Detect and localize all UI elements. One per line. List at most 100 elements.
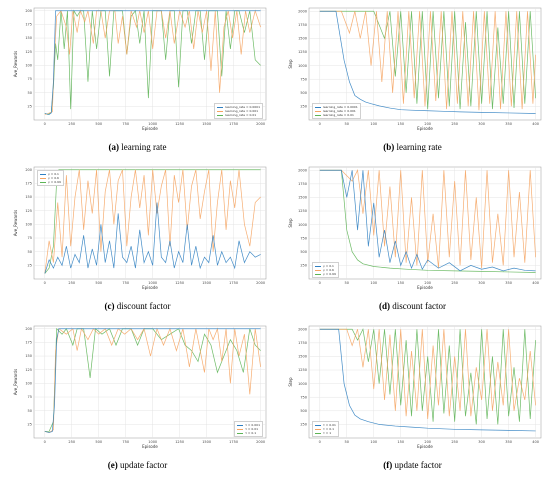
panel-d: 250 500 750 1000 1250 1500 1750 2000 0 50 100 150 20… (275, 159, 550, 318)
series-line-1 (319, 328, 536, 432)
figure-caption: (f) update factor (275, 460, 550, 470)
y-tick-label: 200 (25, 327, 32, 331)
y-tick-label: 50 (28, 409, 32, 413)
x-tick-label: 1500 (202, 281, 211, 285)
y-tick-label: 1750 (298, 341, 307, 345)
y-tick-label: 1500 (298, 196, 307, 200)
x-axis-label: Episode (142, 126, 158, 131)
series-line-3 (319, 10, 536, 110)
x-tick-label: 1000 (148, 281, 157, 285)
y-tick-label: 25 (28, 423, 32, 427)
legend-swatch (237, 428, 244, 430)
y-tick-label: 500 (300, 409, 307, 413)
y-tick-label: 2000 (298, 327, 307, 331)
legend-entry: τ = 0.001 (237, 423, 260, 427)
x-tick-label: 1250 (175, 440, 184, 444)
series-line-1 (319, 169, 536, 272)
y-tick-label: 150 (25, 354, 32, 358)
y-tick-label: 25 (28, 105, 32, 109)
y-tick-label: 125 (25, 209, 32, 213)
legend-entry: learning_rate = 0.0001 (217, 105, 260, 109)
figure-caption: (d) discount factor (275, 301, 550, 311)
series-line-1 (44, 10, 261, 115)
y-tick-label: 1000 (298, 223, 307, 227)
x-tick-label: 100 (370, 281, 377, 285)
x-tick-label: 250 (68, 440, 75, 444)
x-tick-label: 0 (44, 440, 46, 444)
y-axis-label: Ave_Rewards (13, 210, 18, 236)
y-tick-label: 200 (25, 9, 32, 13)
caption-text: discount factor (116, 301, 171, 311)
series-line-2 (319, 10, 536, 111)
legend-entry: τ = 0.01 (315, 423, 336, 427)
legend-label: τ = 0.01 (245, 427, 259, 431)
x-tick-label: 350 (505, 122, 512, 126)
series-line-1 (44, 202, 261, 274)
y-tick-label: 50 (28, 91, 32, 95)
y-tick-label: 750 (300, 395, 307, 399)
y-tick-label: 750 (300, 77, 307, 81)
figure-caption: (e) update factor (0, 460, 275, 470)
panel-f: 250 500 750 1000 1250 1500 1750 2000 0 50 100 150 20… (275, 318, 550, 477)
legend-entry: learning_rate = 0.001 (315, 109, 358, 113)
x-tick-label: 250 (451, 281, 458, 285)
x-tick-label: 400 (532, 281, 539, 285)
y-tick-label: 75 (28, 236, 32, 240)
chart-f: 250 500 750 1000 1250 1500 1750 2000 0 50 100 150 20… (288, 325, 542, 449)
y-tick-label: 150 (25, 36, 32, 40)
y-tick-label: 500 (300, 91, 307, 95)
x-tick-label: 2000 (256, 122, 265, 126)
x-tick-label: 500 (95, 122, 102, 126)
y-tick-label: 1500 (298, 37, 307, 41)
y-tick-label: 250 (300, 105, 307, 109)
x-tick-label: 0 (319, 122, 321, 126)
x-tick-label: 1500 (202, 440, 211, 444)
legend-label: learning_rate = 0.0001 (323, 105, 358, 109)
x-tick-label: 400 (532, 122, 539, 126)
legend-entry: learning_rate = 0.0001 (315, 105, 358, 109)
x-tick-label: 250 (68, 122, 75, 126)
y-tick-label: 175 (25, 341, 32, 345)
x-tick-label: 300 (478, 122, 485, 126)
legend-label: τ = 0.001 (245, 423, 260, 427)
panel-b: 250 500 750 1000 1250 1500 1750 2000 0 50 100 150 20… (275, 0, 550, 159)
legend-label: τ = 0.1 (245, 431, 257, 435)
legend-entry: τ = 0.1 (237, 431, 260, 435)
legend: γ = 0.1 γ = 0.6 γ = 0.99 (312, 262, 339, 278)
x-tick-label: 750 (122, 440, 129, 444)
legend-entry: learning_rate = 0.001 (217, 109, 260, 113)
caption-label: (e) (107, 460, 118, 470)
x-tick-label: 100 (370, 122, 377, 126)
legend-swatch (237, 432, 244, 434)
x-tick-label: 150 (397, 440, 404, 444)
legend-swatch (40, 181, 46, 183)
caption-label: (a) (108, 142, 120, 152)
legend-swatch (315, 432, 321, 434)
legend-label: τ = 0.1 (323, 427, 334, 431)
y-tick-label: 50 (28, 250, 32, 254)
y-tick-label: 250 (300, 264, 307, 268)
chart-d: 250 500 750 1000 1250 1500 1750 2000 0 50 100 150 20… (288, 166, 542, 290)
legend: τ = 0.001 τ = 0.01 τ = 0.1 (234, 421, 263, 437)
x-tick-label: 200 (424, 281, 431, 285)
x-tick-label: 1750 (229, 281, 238, 285)
series-line-1 (319, 10, 536, 114)
caption-label: (c) (104, 301, 115, 311)
y-tick-label: 100 (25, 223, 32, 227)
x-tick-label: 750 (122, 281, 129, 285)
legend-label: τ = 1 (323, 431, 332, 435)
y-tick-label: 125 (25, 50, 32, 54)
y-tick-label: 1250 (298, 368, 307, 372)
x-tick-label: 250 (451, 440, 458, 444)
x-tick-label: 350 (505, 440, 512, 444)
y-tick-label: 175 (25, 182, 32, 186)
x-tick-label: 1500 (202, 122, 211, 126)
x-tick-label: 200 (424, 440, 431, 444)
y-tick-label: 2000 (298, 168, 307, 172)
caption-text: update factor (394, 460, 442, 470)
legend-label: τ = 0.01 (323, 423, 336, 427)
x-tick-label: 750 (122, 122, 129, 126)
